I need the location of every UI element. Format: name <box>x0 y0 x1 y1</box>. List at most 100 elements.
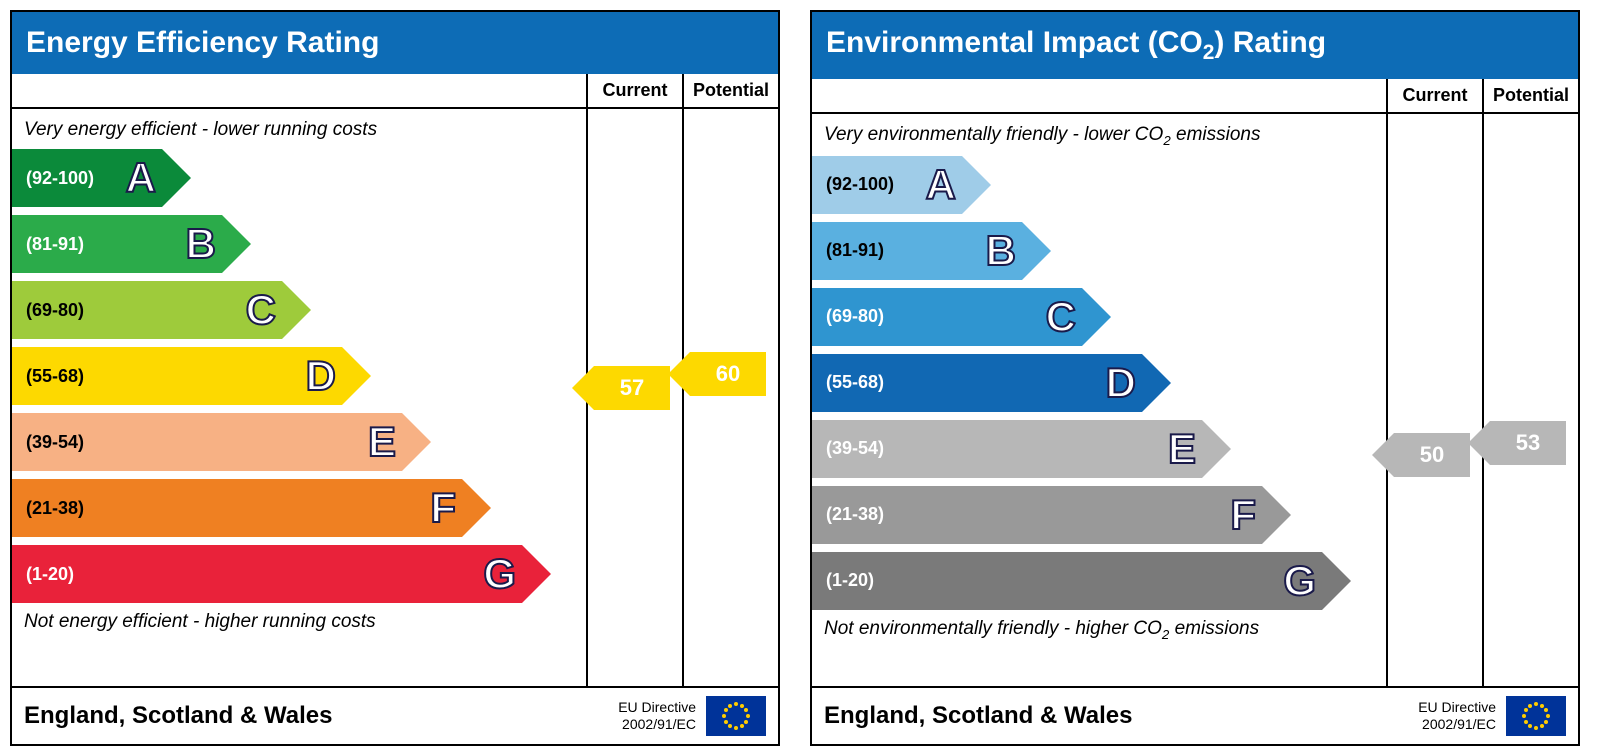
band-letter: F <box>1230 491 1256 539</box>
band-bar-c: (69-80) C <box>812 288 1082 346</box>
col-current-header: Current <box>1386 79 1482 112</box>
top-caption: Very energy efficient - lower running co… <box>24 119 586 141</box>
band-range: (69-80) <box>26 300 84 321</box>
band-row-g: (1-20) G <box>12 543 586 605</box>
eu-stars <box>721 701 751 731</box>
band-row-c: (69-80) C <box>12 279 586 341</box>
col-potential-header: Potential <box>1482 79 1578 112</box>
bottom-caption: Not environmentally friendly - higher CO… <box>824 618 1386 642</box>
band-letter: C <box>246 286 276 334</box>
band-letter: G <box>1283 557 1316 605</box>
band-range: (39-54) <box>826 438 884 459</box>
band-row-f: (21-38) F <box>12 477 586 539</box>
band-bar-a: (92-100)A <box>812 156 962 214</box>
band-letter: G <box>483 550 516 598</box>
band-range: (81-91) <box>26 234 84 255</box>
value-arrow: 50 <box>1394 433 1470 477</box>
band-row-e: (39-54) E <box>12 411 586 473</box>
value-arrow: 57 <box>594 366 670 410</box>
band-row-b: (81-91) B <box>812 220 1386 282</box>
header-spacer <box>812 79 1386 112</box>
value-text: 60 <box>716 361 740 386</box>
potential-column: 53 <box>1482 114 1578 686</box>
band-range: (69-80) <box>826 306 884 327</box>
eu-flag-icon <box>1506 696 1566 736</box>
header-spacer <box>12 74 586 107</box>
band-range: (55-68) <box>26 366 84 387</box>
current-column: 50 <box>1386 114 1482 686</box>
band-letter: A <box>126 154 156 202</box>
footer-region: England, Scotland & Wales <box>24 702 618 730</box>
col-potential-header: Potential <box>682 74 778 107</box>
footer: England, Scotland & Wales EU Directive 2… <box>12 686 778 744</box>
directive-line2: 2002/91/EC <box>1418 716 1496 733</box>
band-letter: F <box>430 484 456 532</box>
chart-title: Environmental Impact (CO2) Rating <box>812 12 1578 79</box>
eu-flag-icon <box>706 696 766 736</box>
band-bar-e: (39-54) E <box>812 420 1202 478</box>
band-range: (81-91) <box>826 240 884 261</box>
value-text: 50 <box>1420 442 1444 467</box>
value-arrow: 60 <box>690 352 766 396</box>
band-bar-f: (21-38) F <box>12 479 462 537</box>
band-range: (21-38) <box>826 504 884 525</box>
band-range: (92-100) <box>826 174 894 195</box>
band-row-e: (39-54) E <box>812 418 1386 480</box>
value-arrow: 53 <box>1490 421 1566 465</box>
band-bar-c: (69-80) C <box>12 281 282 339</box>
band-bar-g: (1-20) G <box>812 552 1322 610</box>
current-column: 57 <box>586 109 682 686</box>
footer-directive: EU Directive 2002/91/EC <box>1418 699 1496 733</box>
bars-column: Very environmentally friendly - lower CO… <box>812 114 1386 686</box>
band-letter: C <box>1046 293 1076 341</box>
band-range: (21-38) <box>26 498 84 519</box>
footer: England, Scotland & Wales EU Directive 2… <box>812 686 1578 744</box>
value-text: 53 <box>1516 430 1540 455</box>
band-row-b: (81-91) B <box>12 213 586 275</box>
band-range: (39-54) <box>26 432 84 453</box>
potential-column: 60 <box>682 109 778 686</box>
band-bar-e: (39-54) E <box>12 413 402 471</box>
band-row-c: (69-80) C <box>812 286 1386 348</box>
bars-container: (92-100)A (81-91) B (69-80) C (55-68) D (39-54)… <box>812 154 1386 612</box>
band-bar-f: (21-38) F <box>812 486 1262 544</box>
band-range: (55-68) <box>826 372 884 393</box>
header-row: Current Potential <box>12 74 778 109</box>
directive-line2: 2002/91/EC <box>618 716 696 733</box>
eu-stars <box>1521 701 1551 731</box>
header-row: Current Potential <box>812 79 1578 114</box>
band-row-g: (1-20) G <box>812 550 1386 612</box>
band-bar-g: (1-20) G <box>12 545 522 603</box>
col-current-header: Current <box>586 74 682 107</box>
footer-directive: EU Directive 2002/91/EC <box>618 699 696 733</box>
band-bar-b: (81-91) B <box>12 215 222 273</box>
band-bar-d: (55-68) D <box>812 354 1142 412</box>
top-caption: Very environmentally friendly - lower CO… <box>824 124 1386 148</box>
bottom-caption: Not energy efficient - higher running co… <box>24 611 586 633</box>
band-range: (1-20) <box>826 570 874 591</box>
band-letter: D <box>1106 359 1136 407</box>
band-row-a: (92-100)A <box>812 154 1386 216</box>
band-bar-d: (55-68) D <box>12 347 342 405</box>
band-row-d: (55-68) D <box>812 352 1386 414</box>
band-letter: E <box>1168 425 1196 473</box>
footer-region: England, Scotland & Wales <box>824 702 1418 730</box>
band-letter: B <box>986 227 1016 275</box>
band-bar-a: (92-100)A <box>12 149 162 207</box>
bars-container: (92-100)A (81-91) B (69-80) C (55-68) D (39-54)… <box>12 147 586 605</box>
bars-column: Very energy efficient - lower running co… <box>12 109 586 686</box>
band-letter: D <box>306 352 336 400</box>
band-letter: B <box>186 220 216 268</box>
directive-line1: EU Directive <box>1418 699 1496 716</box>
chart-body: Very environmentally friendly - lower CO… <box>812 114 1578 686</box>
band-row-a: (92-100)A <box>12 147 586 209</box>
value-text: 57 <box>620 375 644 400</box>
energy-efficiency-chart: Energy Efficiency Rating Current Potenti… <box>10 10 780 746</box>
band-letter: E <box>368 418 396 466</box>
chart-title: Energy Efficiency Rating <box>12 12 778 74</box>
band-bar-b: (81-91) B <box>812 222 1022 280</box>
band-row-f: (21-38) F <box>812 484 1386 546</box>
band-range: (1-20) <box>26 564 74 585</box>
environmental-impact-chart: Environmental Impact (CO2) Rating Curren… <box>810 10 1580 746</box>
directive-line1: EU Directive <box>618 699 696 716</box>
